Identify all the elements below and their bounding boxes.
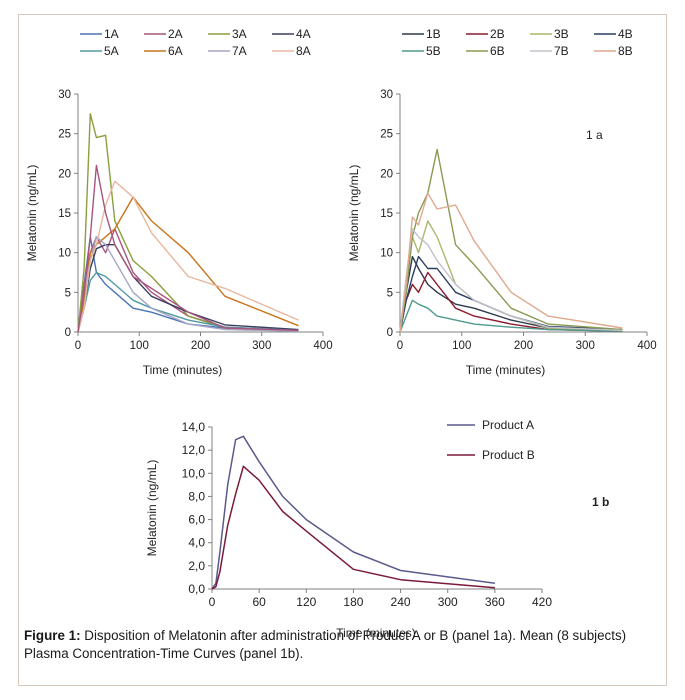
panel-annotation: 1 b	[592, 495, 609, 509]
x-tick-label: 240	[391, 595, 411, 609]
legend-label-1a: 1A	[104, 27, 119, 41]
legend-label-4b: 4B	[618, 27, 633, 41]
legend-label-7a: 7A	[232, 44, 247, 58]
x-tick-label: 120	[296, 595, 316, 609]
legend-label-7b: 7B	[554, 44, 569, 58]
legend-label-1b: 1B	[426, 27, 441, 41]
legend-panel-b: 1B 2B 3B 4B 5B 6B 7B 8B	[402, 27, 633, 58]
series-line-5b	[399, 299, 623, 333]
x-tick-label: 200	[514, 340, 533, 352]
y-tick-label: 10	[380, 248, 393, 260]
legend-label-6b: 6B	[490, 44, 505, 58]
x-tick-label: 180	[343, 595, 363, 609]
x-tick-label: 420	[532, 595, 552, 609]
series-line-1b	[399, 255, 623, 333]
legend-label-product-a: Product A	[482, 418, 534, 432]
y-tick-label: 6,0	[188, 513, 205, 527]
figure-caption: Figure 1: Disposition of Melatonin after…	[24, 627, 664, 663]
legend-label-6a: 6A	[168, 44, 183, 58]
y-axis-label: Melatonin (ng/mL)	[25, 165, 39, 262]
legend-label-5a: 5A	[104, 44, 119, 58]
legend-label-5b: 5B	[426, 44, 441, 58]
y-tick-label: 10,0	[182, 466, 206, 480]
y-tick-label: 0	[387, 327, 393, 339]
legend-label-8a: 8A	[296, 44, 311, 58]
y-tick-label: 5	[65, 287, 71, 299]
y-tick-label: 15	[380, 208, 393, 220]
legend-label-2b: 2B	[490, 27, 505, 41]
y-tick-label: 14,0	[182, 420, 206, 434]
caption-text: Disposition of Melatonin after administr…	[24, 628, 627, 661]
y-tick-label: 5	[387, 287, 393, 299]
y-tick-label: 25	[58, 129, 71, 141]
x-tick-label: 0	[397, 340, 403, 352]
series-line-2b	[399, 271, 623, 333]
x-tick-label: 360	[485, 595, 505, 609]
x-tick-label: 400	[313, 340, 332, 352]
y-tick-label: 20	[58, 168, 71, 180]
panel-annotation: 1 a	[586, 128, 603, 142]
legend-panel-a: 1A 2A 3A 4A 5A 6A 7A 8A	[80, 27, 311, 58]
figure-frame	[18, 14, 667, 686]
y-tick-label: 0,0	[188, 582, 205, 596]
y-tick-label: 2,0	[188, 559, 205, 573]
x-tick-label: 300	[252, 340, 271, 352]
x-tick-label: 0	[209, 595, 216, 609]
series-line-7a	[77, 236, 299, 333]
series-line-product-b	[211, 465, 495, 590]
y-tick-label: 20	[380, 168, 393, 180]
series-line-5a	[77, 271, 299, 333]
series-line-2a	[77, 164, 299, 333]
x-tick-label: 60	[252, 595, 266, 609]
series-line-3a	[77, 113, 299, 333]
series-line-3b	[399, 220, 623, 333]
y-tick-label: 8,0	[188, 489, 205, 503]
legend-label-2a: 2A	[168, 27, 183, 41]
caption-label: Figure 1:	[24, 628, 81, 643]
y-tick-label: 15	[58, 208, 71, 220]
y-axis-label: Melatonin (ng/mL)	[347, 165, 361, 262]
legend-label-8b: 8B	[618, 44, 633, 58]
series-line-8a	[77, 180, 299, 333]
x-tick-label: 0	[75, 340, 81, 352]
x-axis-label: Time (minutes)	[466, 363, 546, 377]
x-tick-label: 400	[637, 340, 656, 352]
series-line-6b	[399, 148, 623, 333]
x-tick-label: 100	[130, 340, 149, 352]
y-tick-label: 30	[380, 89, 393, 101]
legend-label-product-b: Product B	[482, 448, 535, 462]
x-tick-label: 200	[191, 340, 210, 352]
series-line-1a	[77, 236, 299, 333]
series-line-8b	[399, 192, 623, 333]
legend-label-3a: 3A	[232, 27, 247, 41]
legend-label-3b: 3B	[554, 27, 569, 41]
y-tick-label: 12,0	[182, 443, 206, 457]
legend-label-4a: 4A	[296, 27, 311, 41]
x-axis-label: Time (minutes)	[143, 363, 223, 377]
x-tick-label: 300	[438, 595, 458, 609]
y-tick-label: 0	[65, 327, 71, 339]
chart-panel-mean: 0,0 2,0 4,0 6,0 8,0 10,0 12,0 14,0 0 60 120 180 240 3…	[145, 418, 609, 640]
y-axis-label: Melatonin (ng/mL)	[145, 460, 159, 557]
x-tick-label: 300	[576, 340, 595, 352]
x-axis-label: Time (minutes)	[336, 626, 416, 640]
series-line-product-a	[211, 435, 496, 590]
y-tick-label: 25	[380, 129, 393, 141]
x-tick-label: 100	[452, 340, 471, 352]
y-tick-label: 10	[58, 248, 71, 260]
y-tick-label: 30	[58, 89, 71, 101]
y-tick-label: 4,0	[188, 536, 205, 550]
